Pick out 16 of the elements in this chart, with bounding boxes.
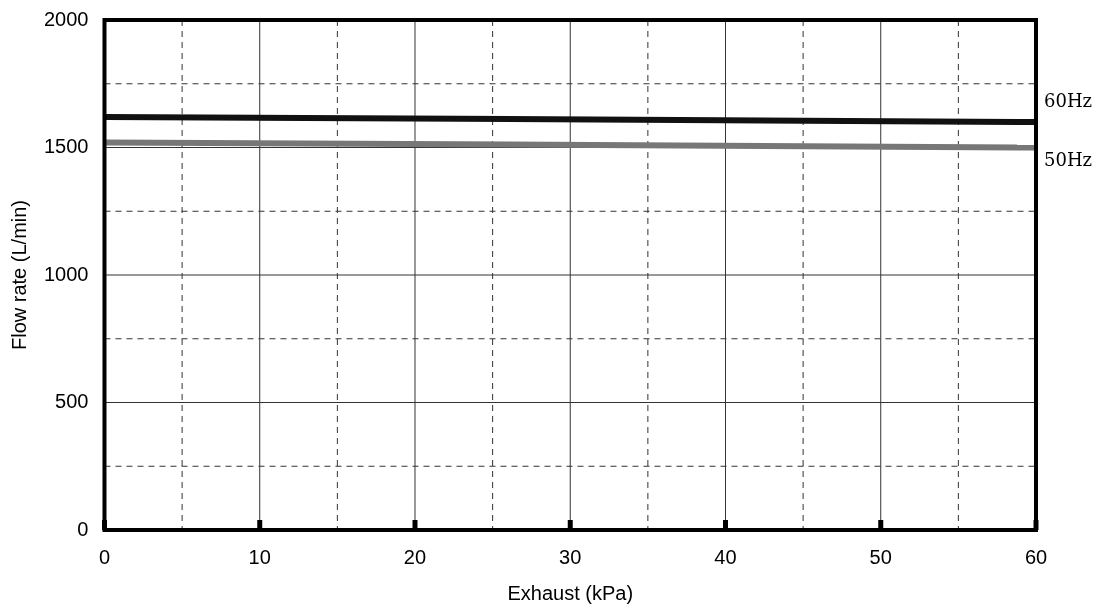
x-tick-label: 0: [98, 545, 111, 568]
y-tick-label: 2000: [43, 7, 89, 30]
series-label: 60Hz: [1044, 89, 1093, 111]
x-tick-label: 40: [714, 545, 737, 568]
y-tick-label: 1500: [43, 135, 89, 158]
y-tick-label: 0: [77, 517, 89, 540]
x-tick-label: 60: [1024, 545, 1048, 568]
series-label: 50Hz: [1044, 149, 1093, 171]
x-tick-label: 50: [869, 545, 892, 568]
y-axis-title: Flow rate (L/min): [7, 199, 30, 351]
x-axis-title: Exhaust (kPa): [507, 581, 634, 604]
y-tick-label: 1000: [43, 262, 89, 285]
y-tick-label: 500: [55, 390, 89, 413]
x-tick-label: 10: [248, 545, 271, 568]
x-tick-label: 30: [559, 545, 582, 568]
x-tick-label: 20: [403, 545, 427, 568]
